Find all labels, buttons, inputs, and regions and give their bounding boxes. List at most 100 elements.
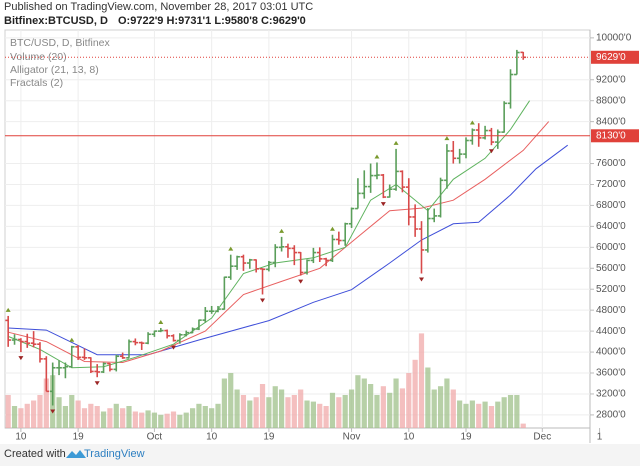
volume-bar [317,403,323,428]
legend-indicator: Volume (20) [10,51,67,63]
volume-bar [361,378,367,428]
volume-bar [11,406,18,428]
volume-bar [348,389,355,428]
footer-bar [0,444,640,466]
volume-bar [120,408,126,428]
volume-bar [444,378,450,428]
footer-brand[interactable]: TradingView [84,448,145,460]
volume-bar [24,403,30,428]
volume-bar [18,408,24,428]
y-tick-label: 10000'0 [596,32,632,43]
volume-bar [488,406,495,428]
volume-bar [393,378,399,428]
volume-bar [240,395,247,428]
volume-bar [412,359,418,428]
fractal-up [5,307,11,312]
price-label-box [591,129,639,143]
fractal-up [469,120,475,125]
volume-bar [514,395,520,428]
volume-bar [304,400,310,428]
volume-bar [183,412,189,428]
volume-bar [431,389,437,428]
volume-bar [221,378,227,428]
fractal-down [488,149,494,154]
fractal-down [418,277,424,282]
fractal-down [171,345,177,350]
fractal-up [393,140,399,145]
volume-bar [355,375,361,428]
y-tick-label: 7200'0 [596,179,626,190]
volume-bar [253,397,259,428]
volume-bar [107,408,113,428]
volume-bar [463,403,469,428]
volume-bar [5,395,11,428]
volume-bar [285,397,291,428]
x-tick-label: 10 [15,432,27,443]
fractal-up [69,337,75,342]
volume-bar [43,378,49,428]
y-tick-label: 4800'0 [596,305,626,316]
volume-bar [81,408,88,428]
volume-bar [62,406,69,428]
volume-bar [56,397,62,428]
volume-bar [259,384,266,428]
volume-bar [437,386,444,428]
volume-bar [406,373,412,428]
volume-bar [94,406,100,428]
y-tick-label: 5600'0 [596,263,626,274]
y-tick-label: 3200'0 [596,389,626,400]
volume-bar [202,406,208,428]
volume-bar [170,411,177,428]
volume-bar [298,389,304,428]
x-tick-label: Dec [533,432,551,443]
fractal-up [279,228,285,233]
volume-bar [495,401,501,428]
fractal-down [380,202,386,207]
legend-indicator: Alligator (21, 13, 8) [10,64,99,76]
volume-bar [69,395,75,428]
volume-bar [215,403,221,428]
volume-bar [234,389,240,428]
y-tick-label: 9200'0 [596,74,626,85]
volume-bar [450,389,456,428]
fractal-down [94,381,100,386]
fractal-down [18,356,24,361]
fractal-down [260,298,266,303]
footer-created: Created with [4,448,66,460]
volume-bar [189,408,196,428]
y-tick-label: 4400'0 [596,326,626,337]
volume-bar [342,395,348,428]
volume-bar [88,403,94,428]
x-tick-label: 10 [206,432,218,443]
x-tick-label: 19 [263,432,275,443]
x-tick-label: 10 [403,432,415,443]
volume-bar [31,400,37,428]
volume-bar [520,423,526,428]
fractal-up [374,154,380,159]
volume-bar [399,388,406,428]
x-tick-label: 19 [460,432,472,443]
y-tick-label: 8400'0 [596,116,626,127]
volume-bar [100,411,107,428]
volume-bar [151,412,158,428]
volume-bar [196,403,202,428]
volume-bar [501,397,507,428]
volume-bar [279,389,285,428]
volume-bar [291,395,297,428]
volume-bar [75,400,81,428]
volume-bar [380,386,386,428]
volume-bar [126,406,132,428]
volume-bar [310,401,316,428]
volume-bar [329,392,336,428]
y-tick-label: 4000'0 [596,347,626,358]
volume-bar [368,384,374,428]
alligator-line [8,144,568,356]
legend-title: BTC/USD, D, Bitfinex [10,37,111,49]
fractal-down [50,409,56,414]
volume-bar [482,401,488,428]
volume-bar [158,414,164,428]
volume-bar [228,373,234,428]
symbol-line: Bitfinex:BTCUSD, D [4,15,108,27]
volume-bar [177,414,183,428]
